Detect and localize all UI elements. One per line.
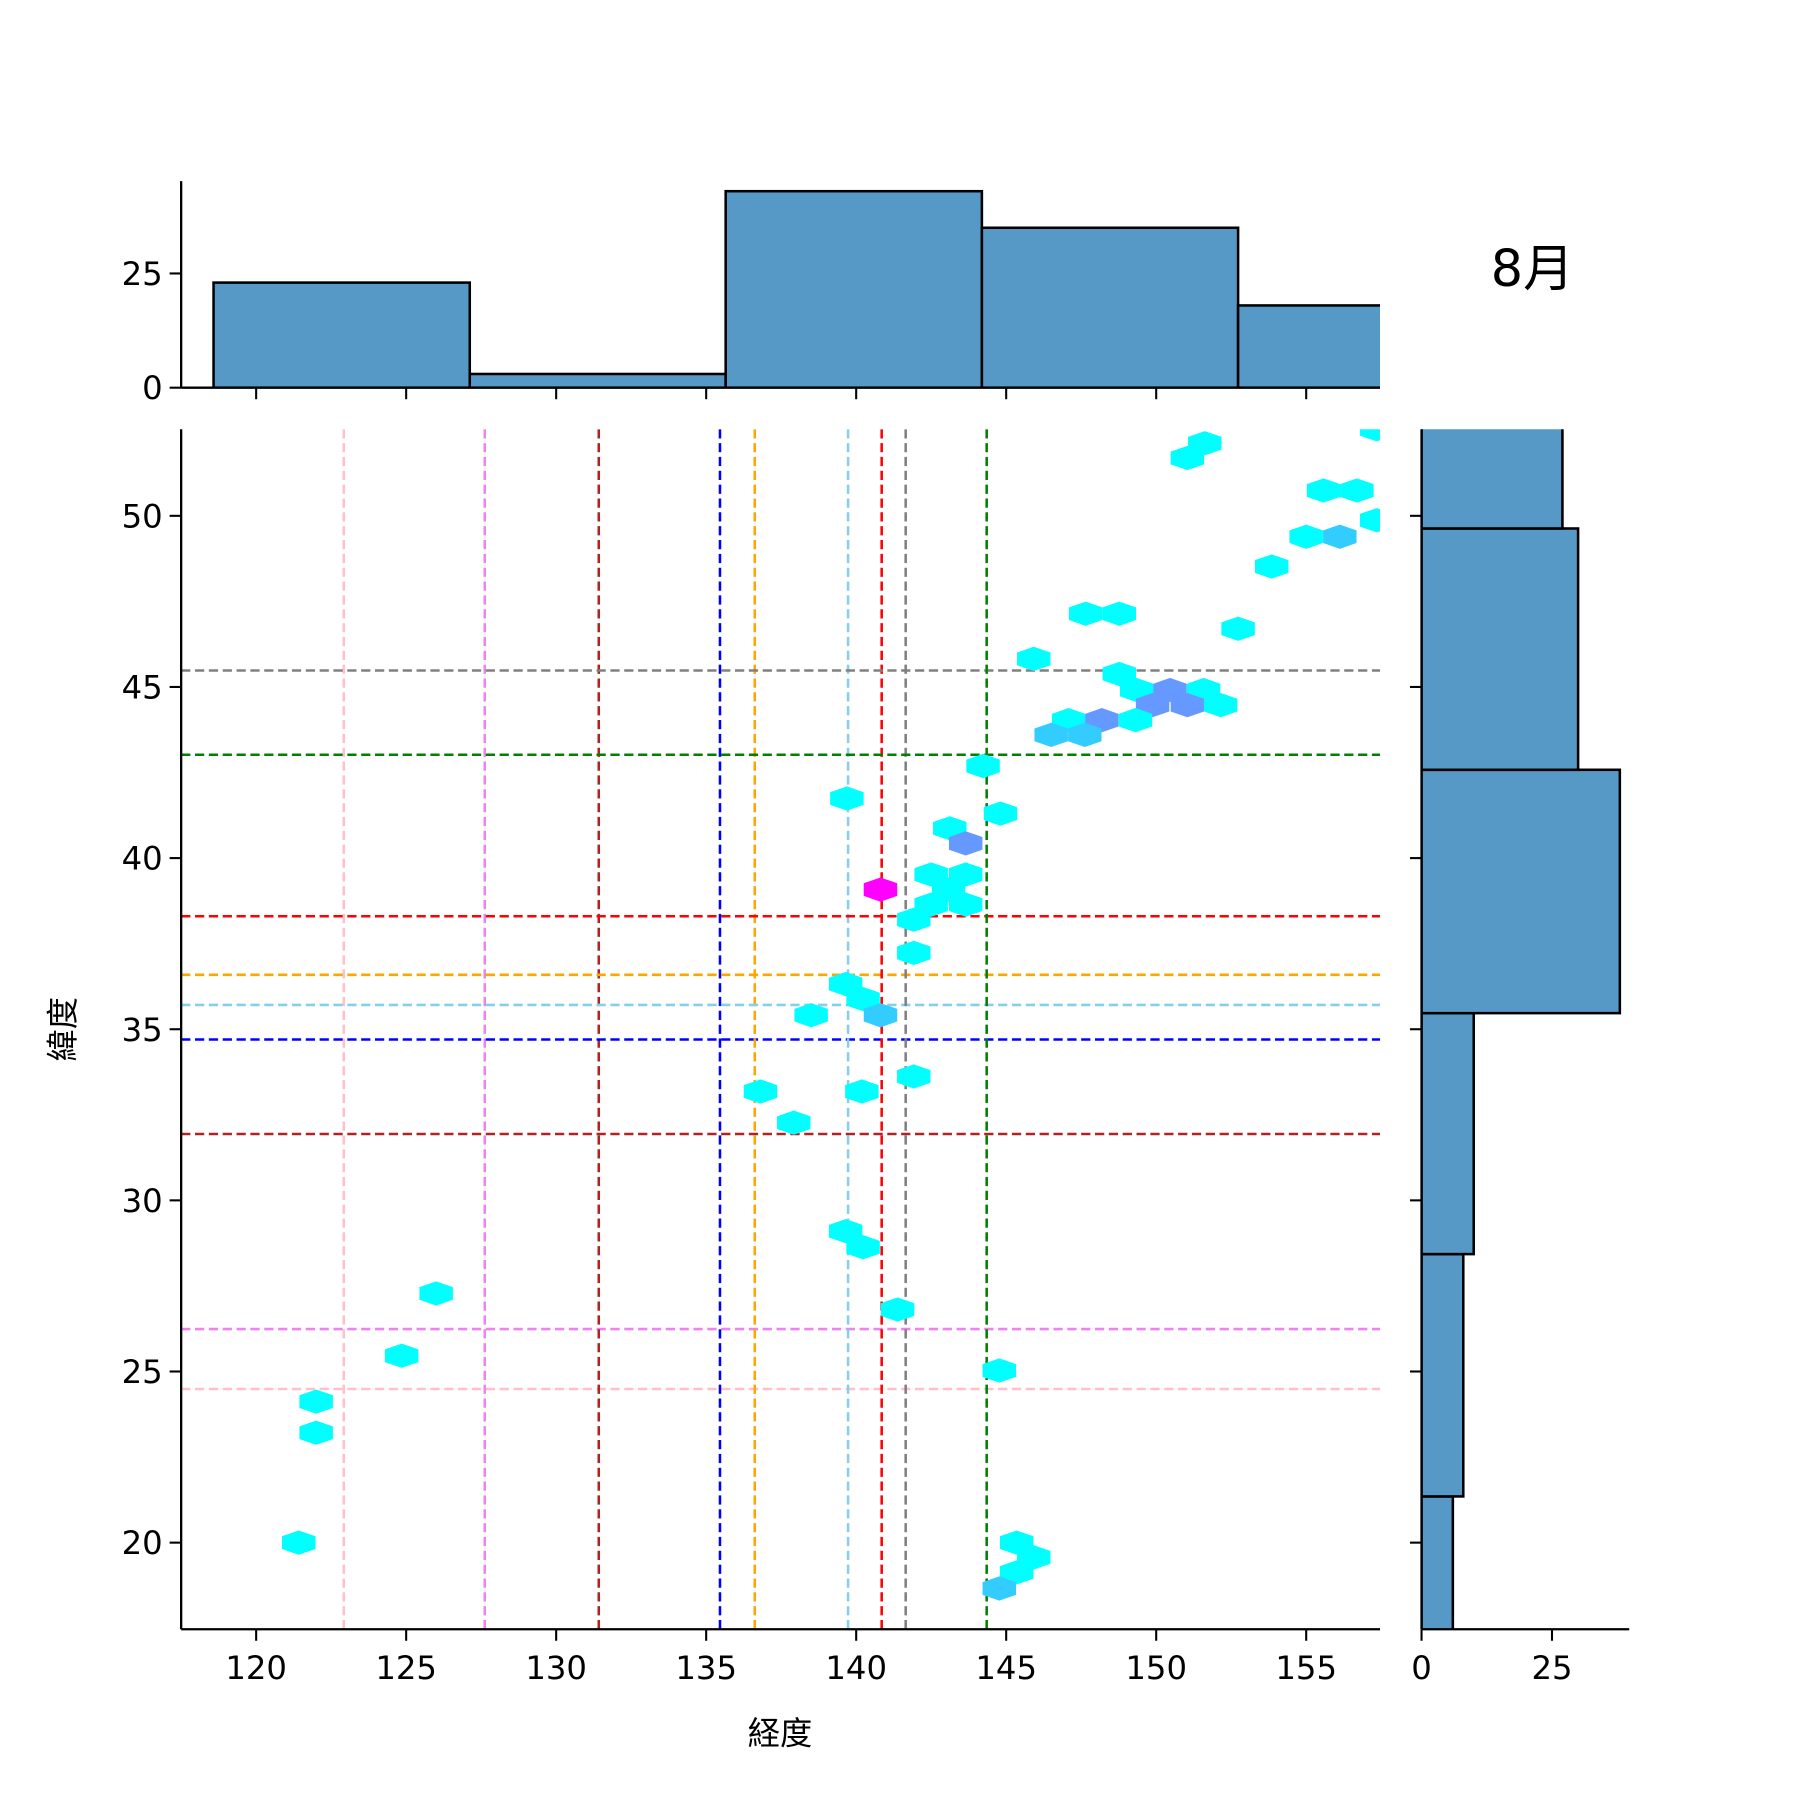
hexbin-cell [880,1297,915,1322]
axes: 120 125 130 135 140 145 150 155 20 25 30 35 40 45 50 0 2… [122,181,1630,1687]
hexbin-cell [1068,722,1102,747]
hexbin-cell [846,986,880,1012]
right-histogram-bar [1421,429,1564,530]
hexbin-layer [282,429,1380,1601]
hexbin-cell [1102,601,1137,626]
hexbin-cell [828,971,863,997]
hexbin-cell [419,1281,453,1306]
hexbin-cell [299,1389,333,1414]
hexbin-cell [830,786,864,811]
hexbin-cell [743,1079,778,1104]
hexbin-cell [1017,646,1051,672]
hexbin-cell [1359,508,1380,533]
hexbin-cell [1359,429,1380,442]
hexbin-cell [1034,722,1068,747]
hexbin-cell [1289,524,1323,549]
hexbin-cell [1340,478,1374,503]
hexbin-cell [982,1576,1017,1601]
hexbin-cell [1254,554,1289,579]
top-histogram-bar [468,372,727,388]
x-tick-label: 135 [675,1649,737,1687]
hexbin-cell [914,892,948,917]
y-tick-label: 25 [122,1353,163,1391]
hexbin-cell [282,1530,316,1555]
hexbin-cell [1203,692,1238,718]
x-tick-label: 125 [375,1649,437,1687]
y-axis-label: 緯度 [44,997,82,1062]
hexbin-cell [1170,445,1205,471]
right-histogram [1421,429,1622,1630]
x-tick-label: 130 [525,1649,587,1687]
hexbin-cell [1170,692,1205,718]
hexbin-cell [863,877,898,902]
hexbin-cell [966,753,1000,779]
hexbin-cell [1221,616,1255,641]
hexbin-cell [1068,601,1103,626]
hexbin-cell [384,1343,419,1368]
hexbin-cell [1153,677,1187,703]
x-tick-label: 120 [225,1649,287,1687]
hexbin-cell [982,1358,1017,1383]
chart-title: 8月 [1491,239,1574,298]
y-tick-label: 20 [122,1524,163,1562]
top-histogram-bar [212,281,472,388]
x-tick-label: 150 [1125,1649,1187,1687]
hexbin-cell [828,1219,863,1244]
right-histogram-bars [1421,429,1622,1630]
y-tick-label: 50 [122,497,163,535]
hexbin-cell [999,1560,1034,1585]
x-tick-label: 145 [975,1649,1037,1687]
right-histogram-bar [1421,1011,1475,1256]
y-tick-label: 45 [122,668,163,706]
top-histogram-bar [1236,304,1380,388]
hexbin-cell [914,862,948,887]
right-histogram-bar [1421,768,1622,1015]
right-histogram-bar [1421,1252,1465,1498]
hexbin-cell [948,831,983,856]
y-tick-label: 30 [122,1182,163,1220]
top-histogram-bars [212,189,1380,388]
hexbin-cell [1323,524,1357,549]
x-tick-label: 140 [825,1649,887,1687]
right-histogram-bar [1421,527,1580,772]
hexbin-cell [948,892,983,917]
hexbin-cell [897,940,931,966]
x-axis-label: 経度 [748,1715,813,1753]
hexbin-cell [794,1003,828,1028]
hexbin-cell [897,1064,931,1089]
right-histogram-x-tick-label: 0 [1411,1649,1432,1687]
hexbin-cell [863,1003,898,1028]
top-histogram-y-tick-label: 0 [142,369,163,407]
hexbin-cell [983,801,1018,826]
hexbin-cell [299,1420,333,1445]
y-tick-label: 40 [122,840,163,878]
right-histogram-x-tick-label: 25 [1531,1649,1572,1687]
hexbin-cell [897,907,931,932]
hexbin-cell [1118,708,1153,733]
hexbin-cell [1102,661,1137,687]
hexbin-cell [1306,478,1341,503]
top-histogram-bar [724,189,984,388]
x-tick-label: 155 [1275,1649,1337,1687]
right-histogram-bar [1421,1495,1455,1630]
top-histogram-bar [980,226,1240,388]
hexbin-cell [846,1235,880,1260]
top-histogram [212,189,1380,388]
reference-lines [181,429,1380,1630]
top-histogram-y-tick-label: 25 [122,255,163,293]
hexbin-cell [845,1079,879,1104]
y-tick-label: 35 [122,1011,163,1049]
hexbin-cell [777,1110,811,1135]
